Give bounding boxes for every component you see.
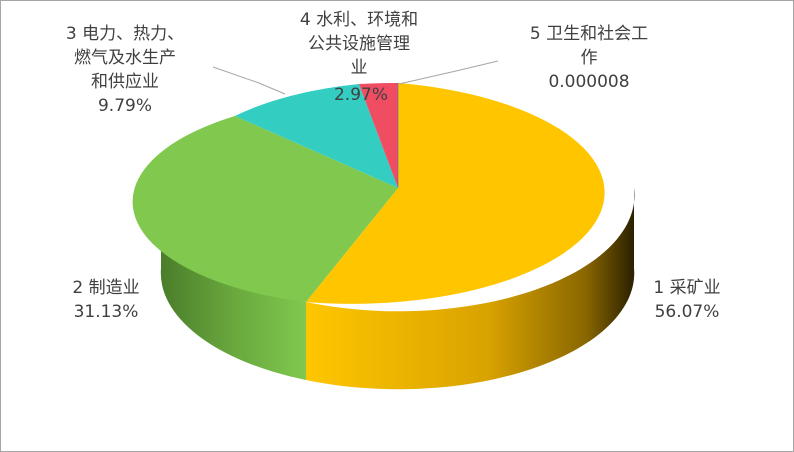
data-label-health-social: 5 卫生和社会工 作 0.000008 (530, 24, 648, 92)
data-label-water-environment: 4 水利、环境和 公共设施管理 业 2.97% (300, 10, 418, 105)
label-category-mining: 1 采矿业 (653, 278, 720, 298)
label-category-water-line1: 4 水利、环境和 (300, 10, 418, 30)
label-category-health-line2: 作 (581, 48, 598, 68)
label-category-water-line2: 公共设施管理 (308, 34, 410, 54)
label-value-utilities: 9.79% (98, 96, 152, 116)
label-category-health-line1: 5 卫生和社会工 (530, 24, 648, 44)
label-value-water: 2.97% (334, 85, 388, 105)
label-category-utilities-line3: 和供应业 (91, 72, 159, 92)
label-category-manufacturing: 2 制造业 (72, 278, 139, 298)
label-category-water-line3: 业 (351, 58, 368, 78)
slice-mining (306, 83, 605, 304)
label-value-manufacturing: 31.13% (74, 302, 139, 322)
slice-utilities (235, 84, 398, 188)
leader-line-utilities (212, 66, 286, 95)
slice-water-environment (359, 82, 398, 188)
data-label-manufacturing: 2 制造业 31.13% (72, 278, 139, 322)
leader-line-health-social (398, 60, 499, 85)
label-category-utilities-line1: 3 电力、热力、 (66, 24, 184, 44)
slice-manufacturing (132, 116, 398, 302)
label-category-utilities-line2: 燃气及水生产 (74, 48, 176, 68)
slice-side-mining (306, 188, 635, 390)
data-label-utilities: 3 电力、热力、 燃气及水生产 和供应业 9.79% (66, 24, 184, 116)
data-label-mining: 1 采矿业 56.07% (653, 278, 720, 322)
label-value-health: 0.000008 (548, 72, 629, 92)
label-value-mining: 56.07% (655, 302, 720, 322)
